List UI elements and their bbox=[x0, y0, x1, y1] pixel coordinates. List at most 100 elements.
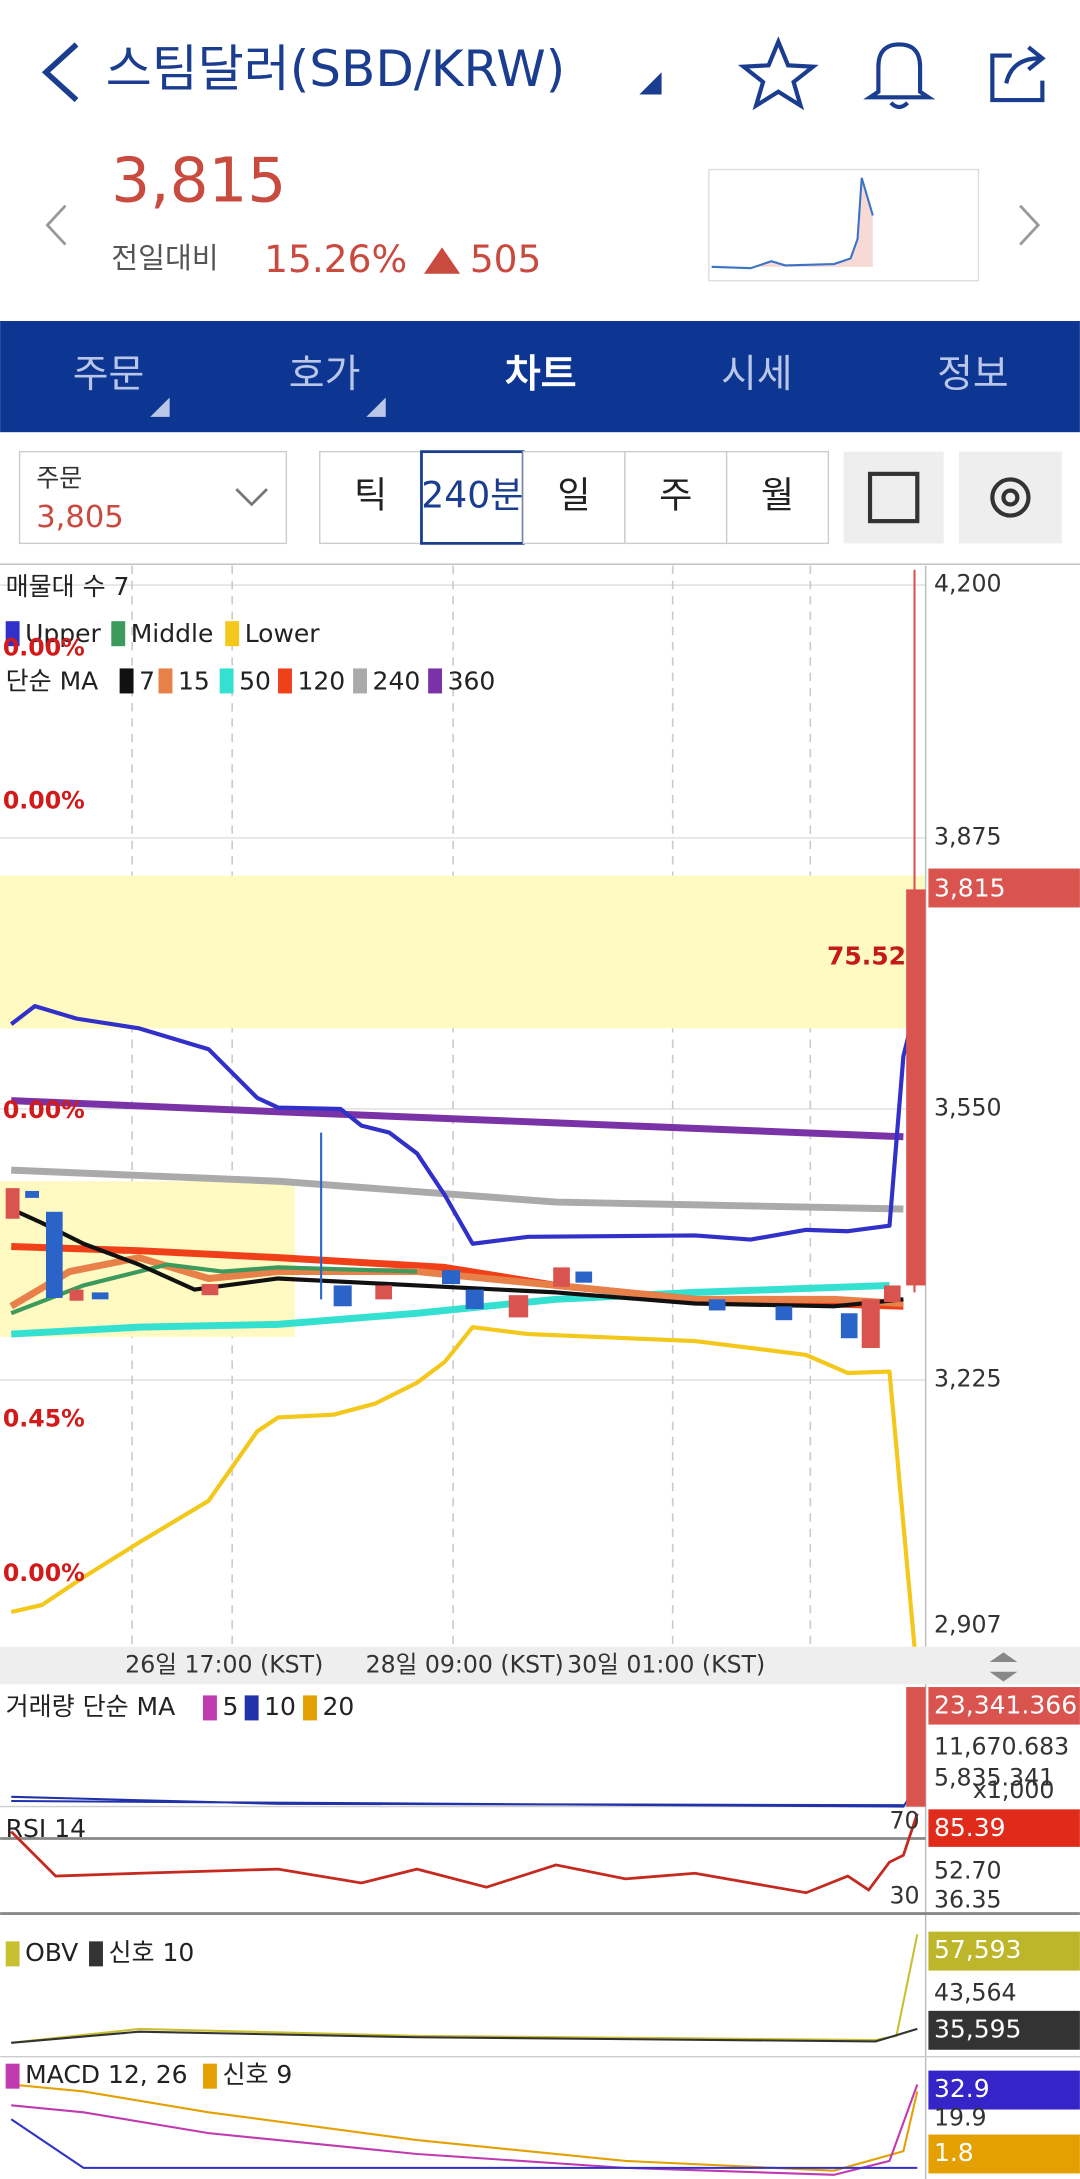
axis-box bbox=[928, 2134, 1080, 2174]
time-axis-bar bbox=[0, 1646, 1080, 1685]
up-arrow bbox=[423, 247, 461, 274]
volume-axis: 5,835.341 bbox=[934, 1763, 1054, 1791]
profile-value: 75.52 bbox=[827, 941, 906, 970]
axis-box bbox=[928, 1931, 1080, 1971]
legend-swatch bbox=[111, 621, 126, 647]
legend-label: 360 bbox=[448, 666, 496, 695]
time-label: 28일 09:00 (KST) bbox=[366, 1651, 564, 1679]
legend-swatch bbox=[203, 2063, 217, 2089]
legend-swatch bbox=[244, 1695, 259, 1721]
rsi-axis: 85.39 bbox=[934, 1813, 1006, 1842]
legend-swatch bbox=[278, 668, 292, 694]
legend-swatch bbox=[5, 621, 20, 647]
current-price: 3,815 bbox=[934, 873, 1006, 902]
macd-line bbox=[11, 2084, 919, 2176]
axis-box bbox=[928, 2070, 1080, 2110]
tab[interactable]: 호가 bbox=[289, 352, 361, 397]
obv-line bbox=[11, 1934, 919, 2044]
order-label: 주문 bbox=[36, 463, 82, 492]
tab-bar bbox=[0, 321, 1080, 433]
period-button[interactable] bbox=[624, 450, 728, 545]
legend-swatch bbox=[158, 668, 173, 694]
period-label: 월 bbox=[761, 474, 794, 517]
obv-axis: 57,593 bbox=[934, 1935, 1021, 1964]
favorite-icon[interactable] bbox=[737, 36, 819, 111]
legend-swatch bbox=[225, 621, 240, 647]
resize-handle[interactable] bbox=[989, 1652, 1018, 1682]
legend-swatch bbox=[5, 2063, 20, 2089]
order-select[interactable] bbox=[18, 450, 288, 545]
change-label: 전일대비 bbox=[111, 241, 218, 275]
legend-swatch bbox=[5, 1941, 20, 1967]
legend-swatch bbox=[353, 668, 367, 694]
tab[interactable]: 주문 bbox=[73, 352, 145, 397]
macd-signal-label: 신호 9 bbox=[222, 2060, 292, 2089]
mini-area bbox=[711, 177, 873, 269]
volume-label: 거래량 단순 MA bbox=[6, 1692, 176, 1721]
order-value: 3,805 bbox=[36, 500, 124, 535]
next-button[interactable] bbox=[1019, 204, 1041, 246]
price: 3,815 bbox=[111, 145, 286, 216]
price-tick: 3,875 bbox=[934, 822, 1002, 850]
price-tick: 2,907 bbox=[934, 1610, 1002, 1638]
title-dropdown[interactable] bbox=[639, 72, 662, 95]
rsi-axis: 36.35 bbox=[934, 1886, 1002, 1914]
volume-ma bbox=[11, 1785, 919, 1808]
legend-label: Lower bbox=[245, 619, 321, 648]
legend-swatch bbox=[428, 668, 443, 694]
tab-indicator bbox=[366, 397, 386, 417]
volume-bar bbox=[906, 1687, 926, 1807]
legend-swatch bbox=[203, 1695, 217, 1721]
period-button[interactable] bbox=[725, 450, 830, 545]
price-tick: 3,225 bbox=[934, 1364, 1002, 1392]
legend-label: 20 bbox=[323, 1692, 355, 1721]
layout-button[interactable] bbox=[843, 451, 944, 544]
rsi-label: RSI 14 bbox=[6, 1814, 86, 1843]
volume-axis: 23,341.366 bbox=[934, 1691, 1077, 1720]
level-label: 0.00% bbox=[3, 1559, 85, 1587]
legend-label: 120 bbox=[298, 666, 346, 695]
level-label: 0.00% bbox=[3, 633, 85, 661]
legend-label: 7 bbox=[139, 666, 155, 695]
volume-axis: x1,000 bbox=[973, 1776, 1055, 1804]
obv-axis: 35,595 bbox=[934, 2014, 1021, 2043]
axis-box bbox=[928, 1809, 1080, 1847]
volume-profile-zone bbox=[0, 875, 926, 1029]
obv-signal bbox=[11, 2027, 918, 2044]
ma-label: 단순 MA bbox=[6, 666, 99, 695]
settings-button[interactable] bbox=[958, 451, 1062, 544]
macd-label: MACD 12, 26 bbox=[25, 2060, 187, 2089]
legend-label: 5 bbox=[222, 1692, 238, 1721]
macd-axis: 32.9 bbox=[934, 2074, 990, 2103]
legend-swatch bbox=[219, 668, 234, 694]
volume-axis: 11,670.683 bbox=[934, 1733, 1069, 1761]
back-button[interactable] bbox=[41, 42, 79, 103]
level-label: 0.45% bbox=[3, 1405, 85, 1433]
level-label: 0.00% bbox=[3, 786, 85, 814]
prev-button[interactable] bbox=[45, 204, 67, 246]
change: 505 bbox=[470, 237, 542, 281]
time-label: 26일 17:00 (KST) bbox=[125, 1651, 323, 1679]
share-icon[interactable] bbox=[990, 45, 1046, 103]
macd-axis: 19.9 bbox=[934, 2104, 987, 2132]
rsi-axis: 52.70 bbox=[934, 1856, 1002, 1884]
axis-box bbox=[928, 2010, 1080, 2050]
time-label: 30일 01:00 (KST) bbox=[567, 1651, 765, 1679]
legend-label: 10 bbox=[264, 1692, 296, 1721]
price-tick: 4,200 bbox=[934, 570, 1002, 598]
legend-label: Middle bbox=[131, 619, 214, 648]
tab[interactable]: 시세 bbox=[721, 352, 793, 397]
legend-label: 50 bbox=[239, 666, 271, 695]
legend-label: Upper bbox=[25, 619, 101, 648]
macd-axis: 1.8 bbox=[934, 2138, 974, 2167]
dropdown-icon bbox=[235, 488, 268, 507]
alert-icon[interactable] bbox=[863, 42, 936, 110]
obv-label: OBV bbox=[25, 1938, 78, 1967]
settings-icon-center bbox=[1001, 488, 1020, 507]
tab[interactable]: 차트 bbox=[505, 352, 577, 397]
title[interactable]: 스팀달러(SBD/KRW) bbox=[106, 40, 566, 98]
tab[interactable]: 정보 bbox=[937, 352, 1009, 397]
tab-indicator bbox=[150, 397, 170, 417]
period-label: 틱 bbox=[354, 474, 387, 517]
